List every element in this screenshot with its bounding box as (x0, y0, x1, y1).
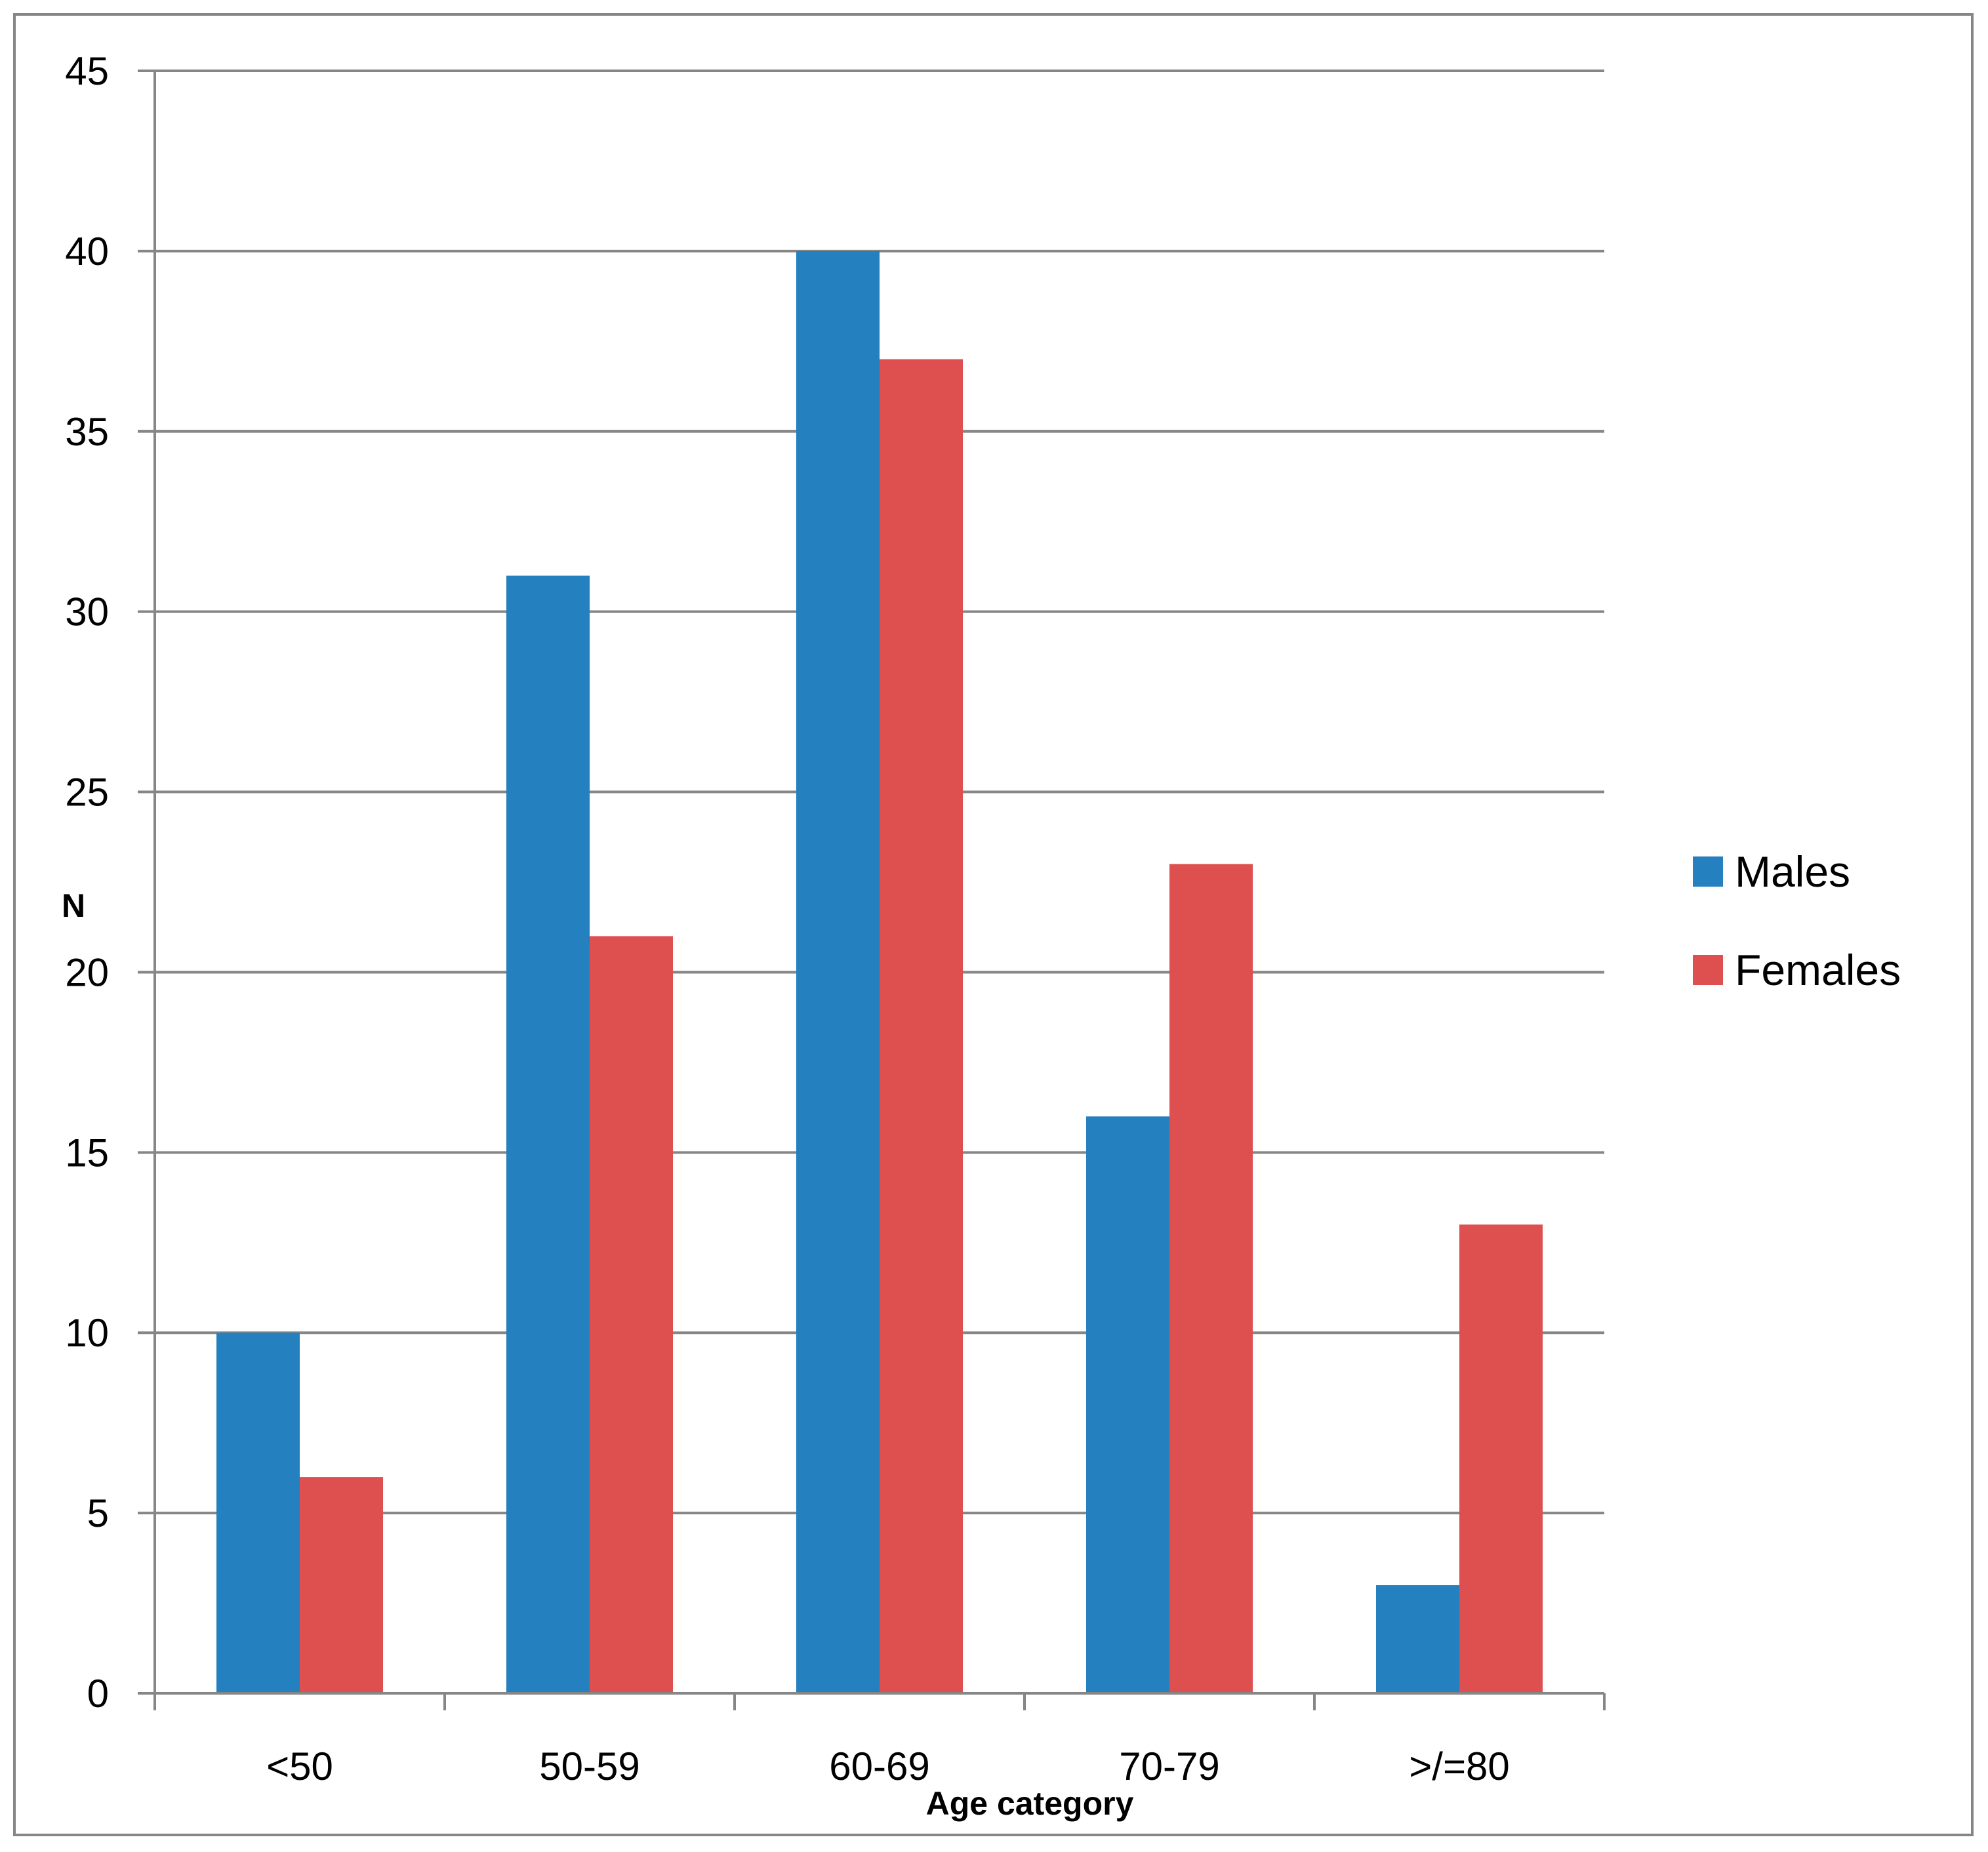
legend-swatch-females (1693, 955, 1723, 985)
legend-label-males: Males (1735, 847, 1850, 896)
bar-males-1 (506, 575, 590, 1693)
legend-label-females: Females (1735, 946, 1901, 994)
bars (216, 251, 1543, 1693)
x-tick-label: >/=80 (1409, 1744, 1510, 1788)
x-tick-label: 60-69 (829, 1744, 929, 1788)
bar-males-3 (1086, 1116, 1169, 1693)
bar-females-3 (1169, 864, 1253, 1693)
y-axis-title: N (62, 887, 85, 924)
x-tick-label: 70-79 (1119, 1744, 1219, 1788)
x-tick-label: 50-59 (539, 1744, 639, 1788)
x-tick-label: <50 (266, 1744, 333, 1788)
y-tick-label: 10 (65, 1311, 109, 1355)
axes (138, 70, 1606, 1710)
y-tick-label: 0 (87, 1672, 109, 1716)
y-tick-label: 35 (65, 410, 109, 454)
bar-males-0 (216, 1333, 300, 1693)
y-tick-label: 5 (87, 1491, 109, 1535)
y-tick-label: 15 (65, 1131, 109, 1175)
y-tick-label: 40 (65, 230, 109, 273)
legend: Males Females (1693, 847, 1901, 994)
bar-males-4 (1376, 1585, 1459, 1693)
bar-females-0 (300, 1477, 383, 1693)
bar-females-1 (590, 936, 673, 1693)
y-tick-label: 20 (65, 950, 109, 994)
bar-females-2 (880, 359, 963, 1693)
y-tick-label: 30 (65, 590, 109, 634)
y-tick-label: 45 (65, 49, 109, 93)
bar-males-2 (796, 251, 880, 1693)
bar-females-4 (1459, 1224, 1543, 1693)
tick-labels: 0 5 10 15 20 25 30 35 40 45 <50 50-59 60-69 70-79 >/=8… (65, 49, 1510, 1788)
x-axis-title: Age category (926, 1785, 1134, 1822)
legend-swatch-males (1693, 856, 1723, 887)
y-tick-label: 25 (65, 771, 109, 815)
